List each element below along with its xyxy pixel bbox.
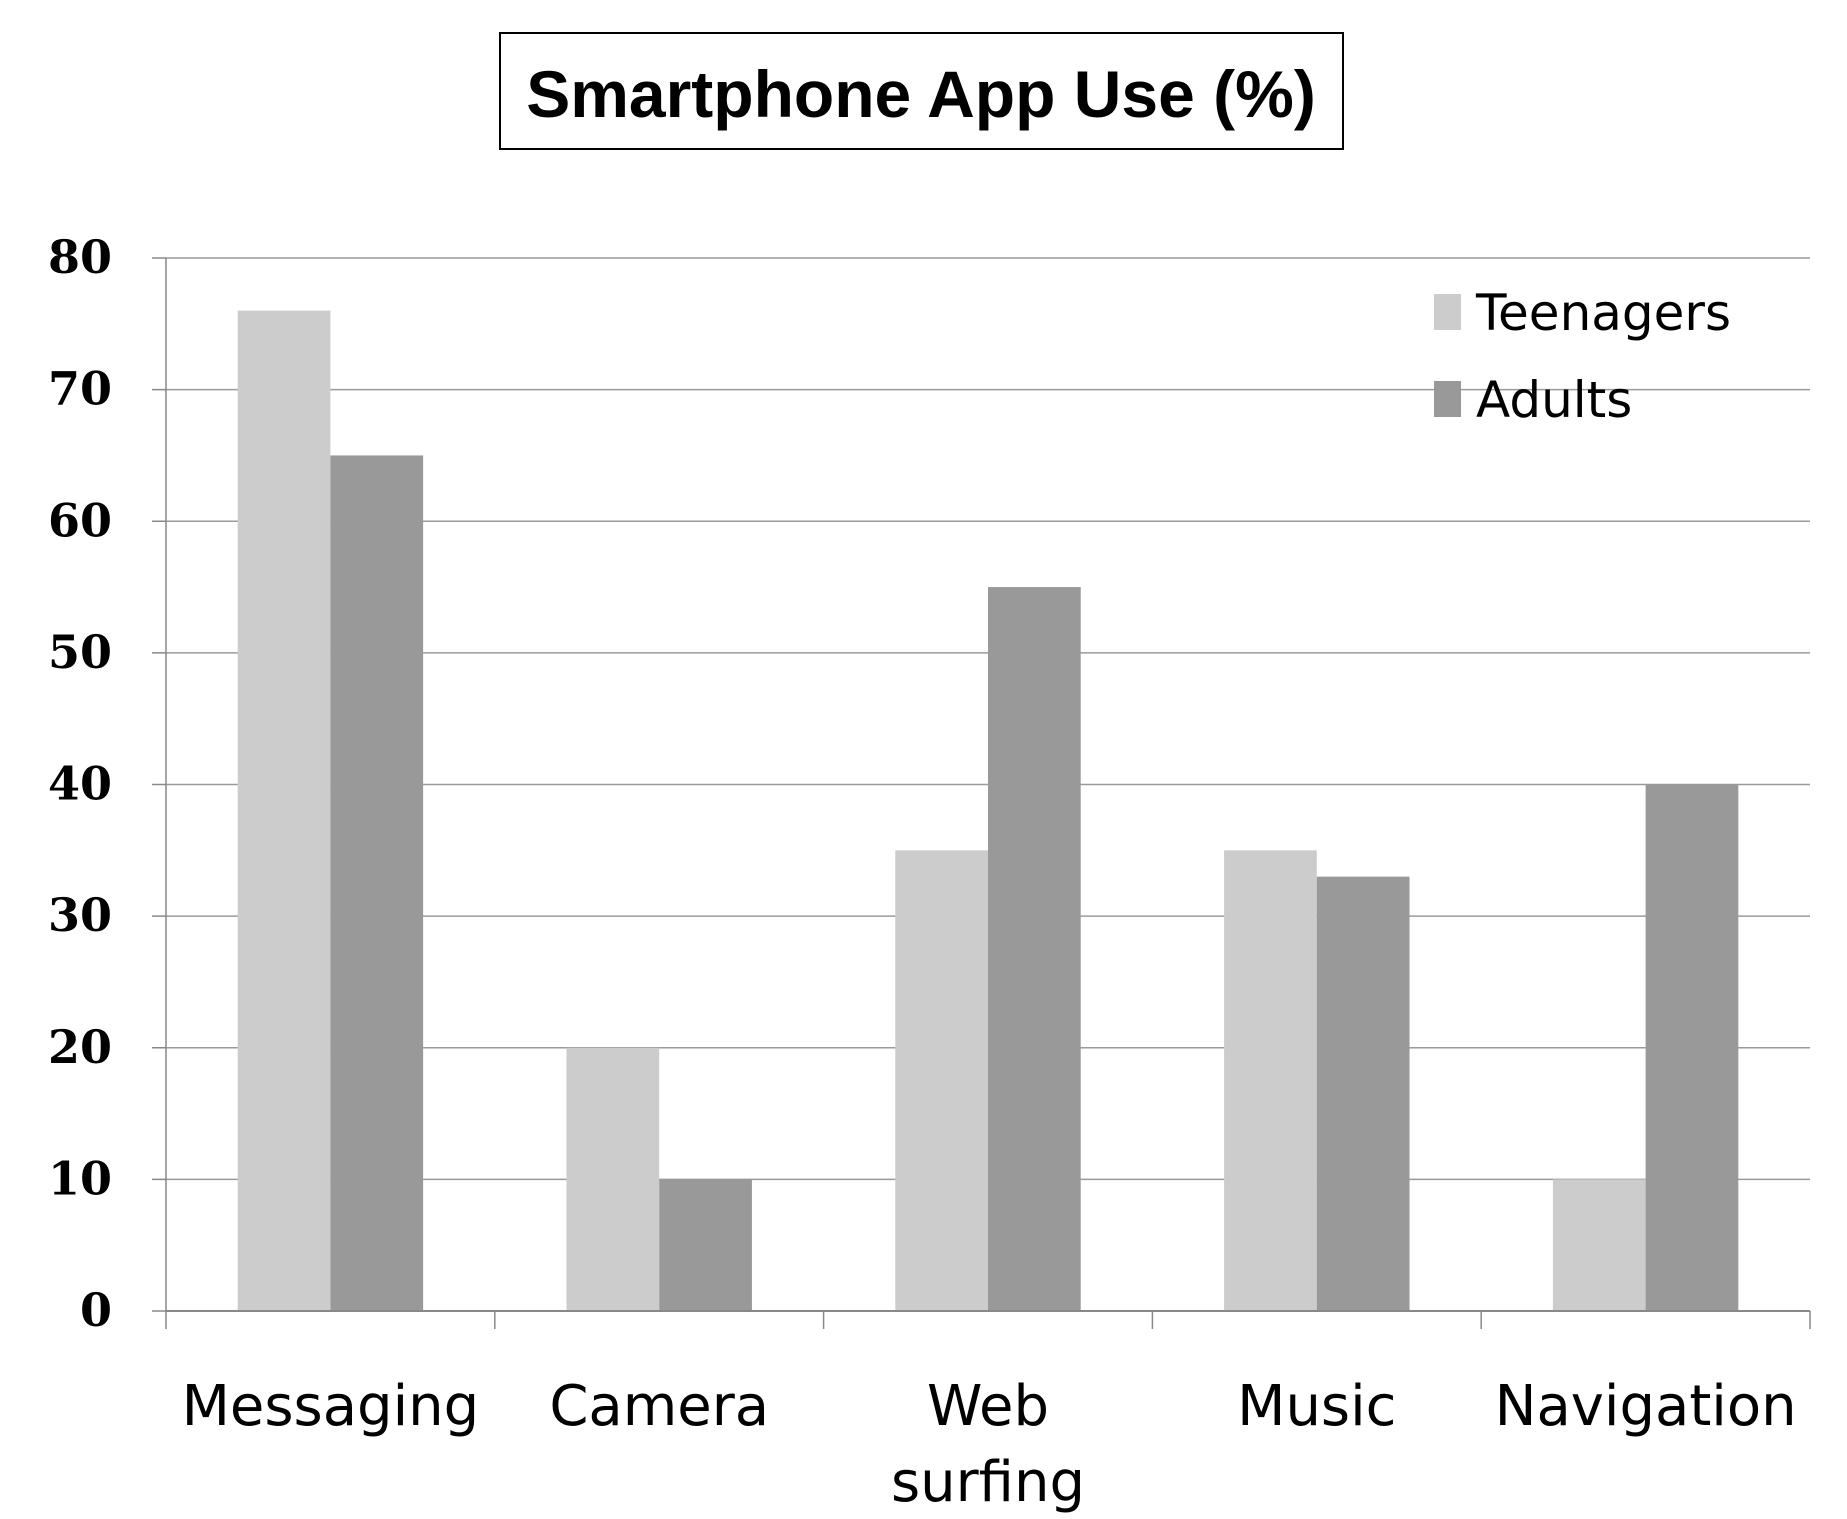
bar-teenagers-web-surfing [895, 850, 988, 1311]
legend-label-teenagers: Teenagers [1475, 284, 1731, 342]
y-tick-label: 20 [48, 1020, 112, 1074]
legend: Teenagers Adults [1434, 284, 1731, 429]
x-axis-tick-labels: Messaging Camera Web surfing Music Navigation [182, 1374, 1797, 1515]
bar-adults-messaging [330, 455, 424, 1311]
bar-adults-camera [659, 1179, 752, 1311]
legend-swatch-teenagers [1434, 294, 1461, 330]
bars [237, 310, 1739, 1311]
x-tick-label: Web [927, 1374, 1049, 1439]
y-tick-label: 70 [48, 362, 112, 416]
x-tick-label: surfing [891, 1450, 1085, 1515]
chart-title-box: Smartphone App Use (%) [499, 32, 1344, 150]
y-tick-label: 10 [48, 1151, 112, 1205]
x-tick-label: Music [1237, 1374, 1396, 1439]
y-tick-label: 50 [48, 625, 112, 679]
y-tick-label: 30 [48, 888, 112, 942]
chart-title: Smartphone App Use (%) [526, 57, 1316, 131]
legend-swatch-adults [1434, 381, 1461, 417]
bar-adults-web-surfing [988, 587, 1081, 1311]
legend-label-adults: Adults [1476, 371, 1632, 429]
y-tick-label: 40 [48, 757, 112, 811]
bar-adults-navigation [1645, 784, 1739, 1311]
y-axis-tick-labels: 0 10 20 30 40 50 60 70 80 [48, 230, 112, 1337]
bar-teenagers-messaging [237, 310, 331, 1311]
y-tick-label: 0 [80, 1283, 112, 1337]
y-tick-label: 60 [48, 493, 112, 547]
x-tick-label: Camera [549, 1374, 769, 1439]
axes [152, 257, 1811, 1329]
bar-teenagers-camera [566, 1047, 660, 1311]
bar-adults-music [1316, 876, 1410, 1311]
title-border [499, 32, 1344, 150]
x-tick-label: Messaging [182, 1374, 480, 1439]
bar-teenagers-music [1224, 850, 1317, 1311]
bar-teenagers-navigation [1552, 1179, 1646, 1311]
x-tick-label: Navigation [1495, 1374, 1797, 1439]
y-tick-label: 80 [48, 230, 112, 284]
